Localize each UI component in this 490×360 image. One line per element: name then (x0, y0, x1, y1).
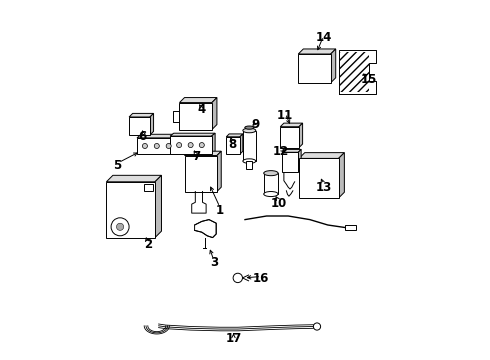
Text: 9: 9 (252, 118, 260, 131)
Bar (106, 182, 155, 238)
Polygon shape (176, 134, 181, 154)
Bar (179, 103, 212, 130)
Text: 3: 3 (210, 256, 219, 269)
Text: 1: 1 (216, 204, 224, 217)
Text: 2: 2 (144, 238, 152, 251)
Text: 8: 8 (228, 138, 237, 150)
Text: 10: 10 (271, 197, 287, 210)
Bar (298, 54, 331, 83)
Polygon shape (339, 153, 344, 198)
Polygon shape (212, 133, 215, 154)
Circle shape (199, 143, 204, 148)
Text: 12: 12 (273, 145, 289, 158)
Bar (299, 158, 339, 198)
Text: 7: 7 (193, 150, 200, 163)
Text: 6: 6 (138, 130, 147, 143)
Bar (144, 184, 153, 191)
Ellipse shape (245, 126, 254, 129)
Polygon shape (185, 151, 221, 156)
Circle shape (233, 273, 243, 283)
Circle shape (154, 143, 159, 149)
Bar (341, 52, 369, 92)
Polygon shape (298, 49, 336, 54)
Circle shape (143, 143, 147, 149)
Circle shape (166, 143, 171, 149)
Circle shape (188, 143, 193, 148)
Ellipse shape (243, 159, 256, 163)
Ellipse shape (243, 128, 256, 133)
Bar (246, 161, 252, 169)
Polygon shape (299, 153, 344, 158)
Bar (282, 152, 298, 172)
Text: 14: 14 (316, 31, 332, 44)
Circle shape (117, 223, 123, 230)
Circle shape (111, 218, 129, 236)
Polygon shape (298, 149, 301, 172)
Polygon shape (137, 134, 181, 138)
Text: 15: 15 (361, 73, 377, 86)
Bar (226, 137, 240, 154)
Polygon shape (280, 123, 303, 127)
Text: 17: 17 (226, 332, 243, 345)
Polygon shape (331, 49, 336, 83)
Polygon shape (170, 133, 215, 136)
Polygon shape (129, 113, 153, 117)
Polygon shape (155, 175, 162, 238)
Text: 13: 13 (316, 181, 332, 194)
Ellipse shape (264, 192, 278, 197)
Bar (264, 173, 278, 194)
Polygon shape (212, 98, 217, 130)
Text: 16: 16 (253, 273, 270, 285)
Polygon shape (299, 123, 303, 148)
Bar (137, 138, 176, 154)
Bar (170, 136, 212, 154)
Text: 4: 4 (197, 103, 206, 116)
Bar (280, 127, 299, 148)
Circle shape (314, 323, 320, 330)
Text: 5: 5 (113, 159, 122, 172)
Text: 11: 11 (276, 109, 293, 122)
Polygon shape (106, 175, 162, 182)
Bar (345, 225, 356, 230)
Polygon shape (150, 113, 153, 135)
Bar (185, 156, 217, 192)
Polygon shape (217, 151, 221, 192)
Circle shape (176, 143, 182, 148)
Polygon shape (339, 50, 376, 94)
Ellipse shape (264, 171, 278, 176)
Polygon shape (195, 220, 216, 238)
Polygon shape (282, 149, 301, 152)
Polygon shape (226, 134, 243, 137)
Polygon shape (179, 98, 217, 103)
Bar (129, 117, 150, 135)
Polygon shape (240, 134, 243, 154)
Bar (243, 130, 256, 161)
